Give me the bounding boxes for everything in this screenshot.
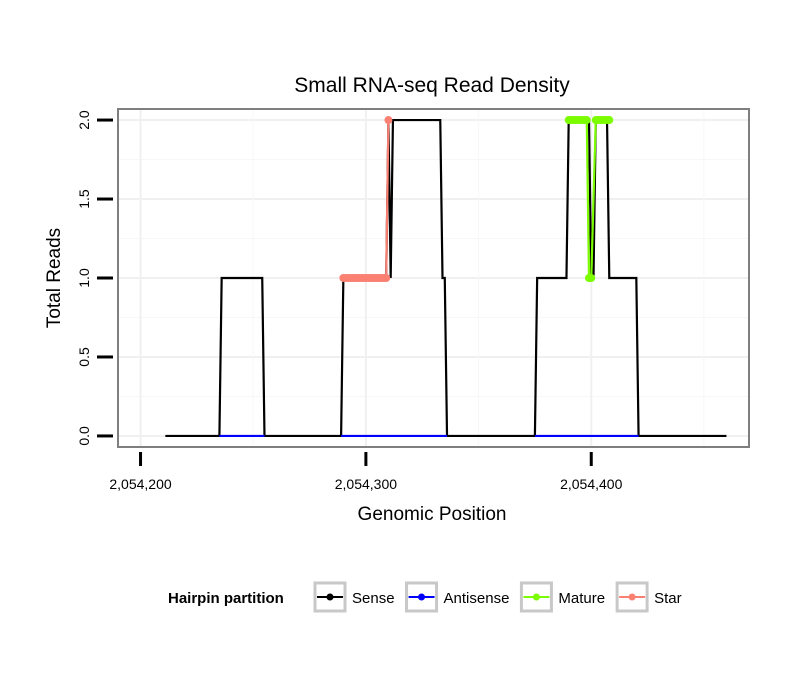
legend-label: Sense <box>352 590 395 607</box>
legend-label: Star <box>654 590 682 607</box>
legend-label: Antisense <box>444 590 510 607</box>
y-tick-label: 1.0 <box>76 268 92 288</box>
x-tick-label: 2,054,300 <box>335 476 397 492</box>
x-tick-label: 2,054,400 <box>560 476 622 492</box>
y-tick-label: 1.5 <box>76 189 92 209</box>
plot-border <box>117 108 750 448</box>
chart-title: Small RNA-seq Read Density <box>294 74 570 97</box>
legend-key-point <box>628 593 636 601</box>
data-point-star <box>384 116 393 125</box>
y-tick-label: 0.5 <box>76 347 92 367</box>
grid-lines <box>118 109 749 447</box>
data-point-mature <box>587 274 596 282</box>
legend: Hairpin partition Sense Antisense Mature St… <box>168 581 682 613</box>
legend-key-point <box>418 593 426 601</box>
data-series <box>165 116 727 438</box>
y-axis-title: Total Reads <box>44 228 65 328</box>
data-point-mature <box>582 116 591 125</box>
y-tick-label: 2.0 <box>76 110 92 130</box>
legend-item-star: Star <box>615 581 682 613</box>
legend-key-point <box>532 593 540 601</box>
legend-title: Hairpin partition <box>168 590 284 607</box>
legend-item-mature: Mature <box>519 581 605 613</box>
legend-item-antisense: Antisense <box>405 581 510 613</box>
y-axis: 0.0 0.5 1.0 1.5 2.0 <box>76 110 113 446</box>
y-tick-label: 0.0 <box>76 426 92 446</box>
legend-item-sense: Sense <box>313 581 395 613</box>
x-tick-label: 2,054,200 <box>109 476 171 492</box>
legend-key-point <box>326 593 334 601</box>
data-point-star <box>382 274 391 282</box>
x-axis-title: Genomic Position <box>358 504 507 525</box>
data-point-mature <box>605 116 614 125</box>
legend-label: Mature <box>558 590 605 607</box>
x-axis: 2,054,200 2,054,300 2,054,400 <box>109 452 623 492</box>
